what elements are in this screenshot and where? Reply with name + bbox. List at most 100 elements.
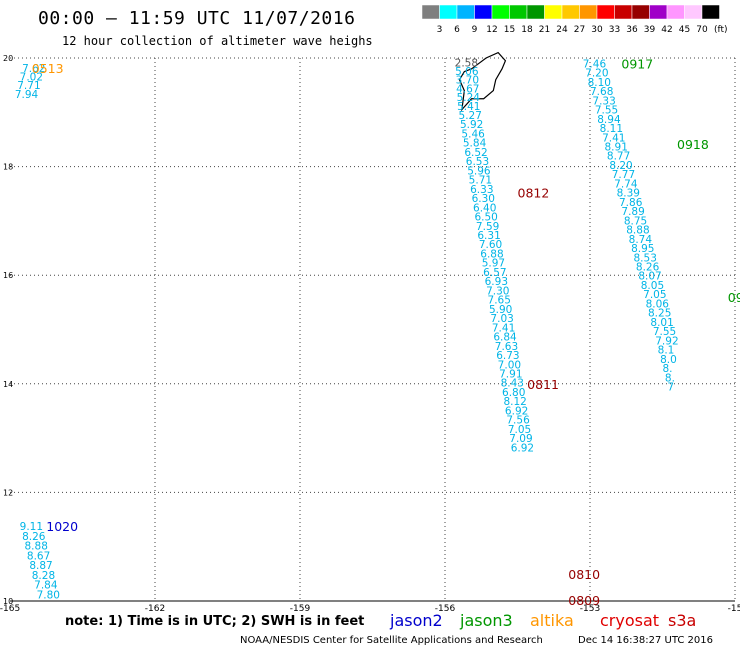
note-text: note: 1) Time is in UTC; 2) SWH is in fe…: [65, 614, 365, 629]
colorbar-label: 15: [504, 25, 515, 35]
wave-height-value: 3.70: [456, 75, 479, 87]
coastline-hawaii: [458, 51, 507, 112]
pass-time-label: 0513: [32, 61, 64, 76]
wave-height-value: 7.86: [619, 197, 643, 209]
pass-time-label: 0917: [621, 56, 653, 71]
wave-height-value: 6.53: [466, 156, 489, 168]
colorbar-label: 18: [521, 25, 533, 35]
wave-height-value: 8.0: [660, 354, 677, 366]
y-tick-label: 14: [3, 380, 13, 389]
wave-height-value: 7.68: [590, 86, 613, 98]
wave-height-value: 8.67: [27, 550, 50, 562]
wave-height-value: 5.90: [489, 304, 512, 316]
wave-height-value: 9.11: [20, 521, 43, 533]
color-scale: 3 6 9 12 15 18 21 24 27 30 33 36 39 42 45 70 (ft): [421, 4, 728, 35]
wave-height-value: 7.71: [17, 80, 40, 92]
wave-height-value: 6.84: [493, 332, 517, 344]
colorbar-label: 27: [574, 25, 585, 35]
wave-height-value: 7.77: [612, 169, 635, 181]
colorbar-label: 30: [591, 25, 603, 35]
wave-height-value: 5.84: [463, 138, 487, 150]
wave-height-value: 7.89: [621, 206, 644, 218]
wave-height-value: 7.41: [602, 132, 625, 144]
satellite-legend: jason2 jason3 altika cryosat s3a: [389, 611, 696, 630]
wave-height-value: 7.33: [592, 95, 615, 107]
wave-height-value: 7.65: [488, 295, 511, 307]
x-tick-label: -15: [728, 604, 740, 614]
wave-height-value: 7.92: [655, 335, 678, 347]
wave-height-value: 7.30: [486, 285, 509, 297]
colorbar-swatch: [579, 4, 598, 20]
pass-time-label: 0810: [568, 567, 600, 582]
wave-height-value: 8.43: [501, 378, 524, 390]
wave-height-value: 8.: [663, 363, 673, 375]
wave-height-value: 7.91: [499, 368, 522, 380]
colorbar-label: 6: [454, 25, 460, 35]
timestamp-text: Dec 14 16:38:27 UTC 2016: [578, 635, 713, 646]
colorbar-label: 33: [609, 25, 620, 35]
y-tick-label: 10: [3, 597, 13, 606]
colorbar-unit: (ft): [714, 25, 728, 35]
wave-height-value: 7.46: [583, 58, 607, 70]
wave-height-value: 8.94: [597, 114, 621, 126]
wave-height-value: 6.73: [496, 350, 519, 362]
chart-subtitle: 12 hour collection of altimeter wave hei…: [62, 34, 373, 48]
colorbar-label: 42: [661, 25, 672, 35]
wave-height-value: 6.92: [511, 442, 534, 454]
wave-height-value: 8.07: [638, 271, 661, 283]
wave-height-value: 8.26: [22, 531, 46, 543]
grid-lines: [10, 57, 736, 602]
colorbar-swatch: [649, 4, 668, 20]
island-outline: [458, 51, 507, 112]
legend-s3a: s3a: [668, 611, 696, 630]
y-tick-label: 12: [3, 488, 13, 497]
colorbar-label: 36: [626, 25, 638, 35]
x-tick-label: -159: [290, 604, 311, 614]
wave-height-value: 8.01: [650, 317, 673, 329]
colorbar-swatch: [631, 4, 650, 20]
colorbar-swatch: [544, 4, 563, 20]
colorbar-swatch: [701, 4, 720, 20]
wave-height-value: 8.1: [658, 345, 675, 357]
legend-jason2: jason2: [389, 611, 443, 630]
wave-height-value: 5.27: [459, 110, 482, 122]
wave-height-value: 7: [667, 382, 674, 394]
wave-height-value: 8.06: [646, 298, 670, 310]
wave-height-value: 6.92: [505, 405, 528, 417]
wave-height-value: 8.88: [626, 225, 649, 237]
colorbar-swatch: [596, 4, 615, 20]
colorbar-label: 3: [437, 25, 443, 35]
wave-height-value: 8.26: [636, 262, 660, 274]
wave-height-value: 8.74: [629, 234, 653, 246]
wave-height-value: 7.56: [506, 415, 530, 427]
pass-time-label: 1020: [46, 519, 78, 534]
pass-time-label: 09: [728, 290, 740, 305]
wave-height-value: 6.88: [480, 248, 503, 260]
wave-height-value: 8.: [665, 372, 675, 384]
wave-height-value: 8.95: [631, 243, 654, 255]
colorbar-swatch: [491, 4, 510, 20]
wave-height-value: 7.03: [490, 313, 513, 325]
wave-height-value: 6.31: [477, 230, 500, 242]
wave-height-value: 7.41: [492, 322, 515, 334]
wave-height-value: 6.50: [474, 212, 497, 224]
pass-time-label: 0811: [527, 377, 559, 392]
wave-height-value: 8.75: [624, 215, 647, 227]
wave-height-value: 7.80: [37, 589, 60, 601]
x-tick-label: -153: [580, 604, 600, 614]
wave-height-value: 8.25: [648, 308, 671, 320]
wave-height-value: 6.80: [502, 387, 525, 399]
wave-height-value: 7.74: [614, 178, 638, 190]
wave-height-value: 5.96: [467, 165, 491, 177]
colorbar-label: 21: [539, 25, 550, 35]
wave-height-value: 5.92: [460, 119, 483, 131]
altimeter-tracks: 7.627.027.717.9405139.118.268.888.678.87…: [15, 56, 740, 607]
colorbar-label: 70: [696, 25, 708, 35]
wave-height-value: 6.33: [470, 184, 493, 196]
wave-height-value: 8.91: [605, 142, 628, 154]
colorbar-label: 9: [472, 25, 478, 35]
colorbar-swatch: [526, 4, 545, 20]
wave-height-value: 8.77: [607, 151, 630, 163]
chart-title: 00:00 – 11:59 UTC 11/07/2016: [38, 8, 356, 29]
wave-height-value: 2.58: [455, 57, 478, 69]
